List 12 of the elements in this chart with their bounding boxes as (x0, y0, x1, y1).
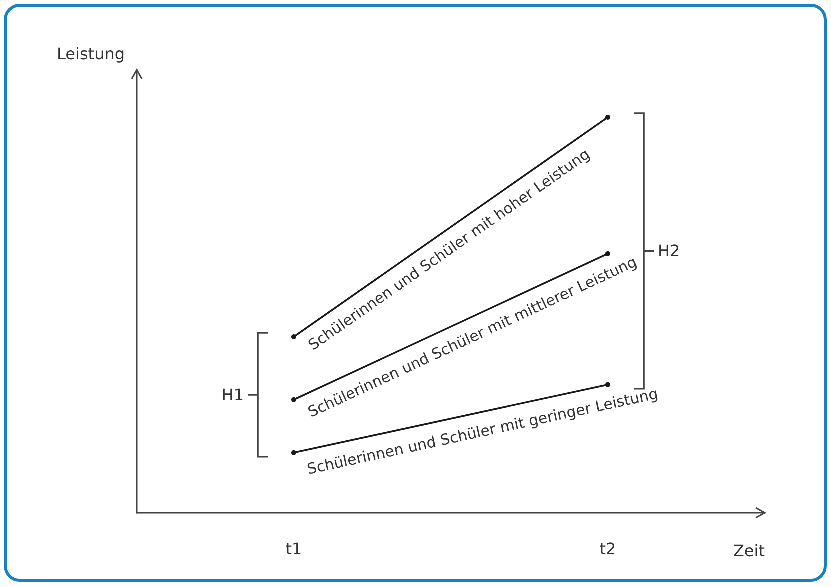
x-tick-label: t2 (600, 540, 616, 558)
y-axis-title: Leistung (57, 44, 125, 64)
x-tick-label: t1 (286, 540, 302, 558)
annotation: H1 (222, 385, 244, 404)
x-axis-title: Zeit (733, 542, 765, 560)
point (292, 334, 296, 340)
point (606, 114, 610, 120)
point (606, 251, 610, 256)
point (292, 397, 296, 402)
point (606, 382, 610, 388)
point (292, 450, 296, 456)
annotation: H2 (658, 242, 680, 261)
